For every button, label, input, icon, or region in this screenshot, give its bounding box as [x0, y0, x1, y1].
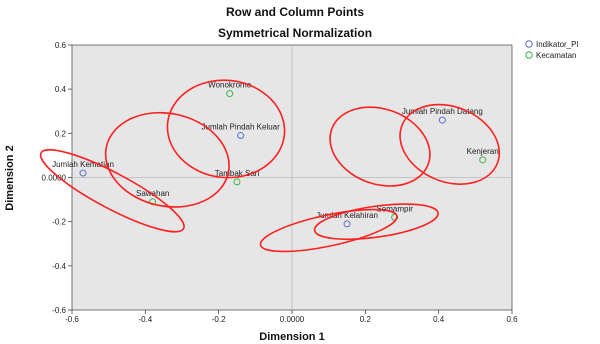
point-label: Wonokromo	[208, 81, 252, 90]
data-point	[479, 156, 487, 164]
x-tick-label: -0.4	[138, 315, 152, 324]
point-label: Sawahan	[136, 189, 169, 198]
x-axis-label: Dimension 1	[259, 331, 324, 343]
y-tick-label: -0.6	[52, 306, 66, 315]
chart-subtitle: Symmetrical Normalization	[218, 26, 372, 40]
point-label: Jumlah Kematian	[52, 160, 114, 169]
x-tick-label: -0.6	[65, 315, 79, 324]
point-label: Tambak Sari	[215, 169, 260, 178]
x-tick-label: 0.4	[433, 315, 445, 324]
data-point	[79, 169, 87, 177]
point-label: Jumlah Kelahiran	[316, 211, 378, 220]
x-tick-label: -0.2	[212, 315, 226, 324]
legend-marker	[525, 40, 533, 48]
annotation-ellipse	[313, 203, 439, 241]
data-point	[233, 178, 241, 186]
point-label: Kenjeran	[467, 147, 499, 156]
reference-lines	[72, 45, 512, 310]
y-axis-label: Dimension 2	[4, 145, 16, 210]
y-tick-label: 0.4	[55, 85, 67, 94]
x-tick-label: 0.2	[360, 315, 372, 324]
annotation-ellipse	[329, 106, 431, 187]
chart-title: Row and Column Points	[226, 5, 364, 19]
data-point	[343, 220, 351, 228]
legend-label: Indikator_Pl	[536, 40, 578, 49]
point-label: Semampir	[376, 204, 413, 213]
point-label: Jumlah Pindah Keluar	[202, 123, 281, 132]
annotation-ellipse	[39, 148, 185, 233]
x-axis: -0.6 -0.4 -0.2 0.0000 0.2 0.4 0.6	[65, 310, 518, 324]
data-point	[226, 90, 234, 98]
y-tick-label: 0.2	[55, 129, 67, 138]
y-tick-label: 0.6	[55, 41, 67, 50]
y-axis: 0.6 0.4 0.2 0.0000 -0.2 -0.4 -0.6	[42, 41, 72, 315]
annotation-ellipse	[399, 103, 501, 185]
x-tick-label: 0.0000	[280, 315, 305, 324]
x-tick-label: 0.6	[506, 315, 518, 324]
data-point	[237, 132, 245, 140]
annotation-ellipse	[259, 208, 398, 253]
point-label: Jumlah Pindah Datang	[402, 107, 483, 116]
legend-label: Kecamatan	[536, 51, 576, 60]
ellipse-annotations	[39, 79, 501, 253]
legend: Indikator_Pl Kecamatan	[525, 40, 578, 60]
points: Jumlah Kematian Jumlah Pindah Keluar Jumla…	[52, 81, 499, 228]
legend-marker	[525, 51, 533, 59]
y-tick-label: -0.4	[52, 262, 66, 271]
annotation-ellipse	[166, 79, 286, 179]
y-tick-label: 0.0000	[42, 174, 67, 183]
annotation-ellipse	[104, 111, 230, 208]
y-tick-label: -0.2	[52, 218, 66, 227]
data-point	[438, 116, 446, 124]
